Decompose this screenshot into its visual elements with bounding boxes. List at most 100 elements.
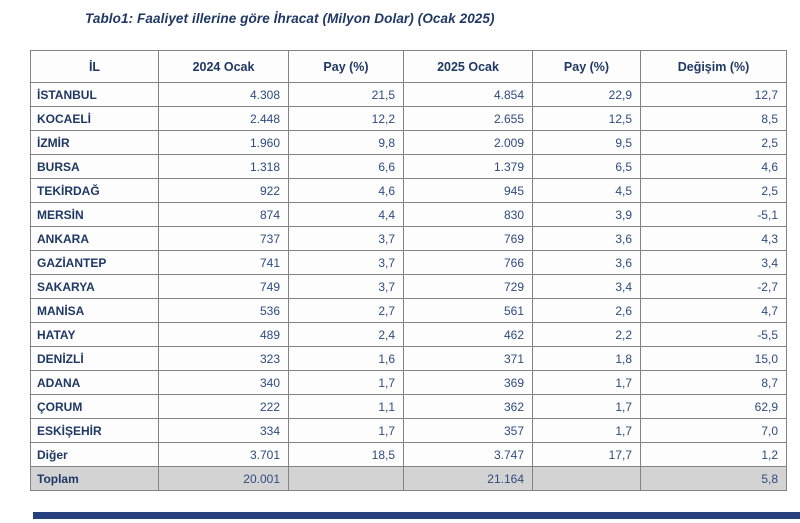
column-header: 2025 Ocak xyxy=(403,50,533,83)
export-by-province-table: İL 2024 Ocak Pay (%) 2025 Ocak Pay (%) Değişi… xyxy=(30,50,787,491)
row-label: SAKARYA xyxy=(30,274,159,299)
value-cell: 1,1 xyxy=(288,394,404,419)
table-row: SAKARYA 749 3,7 729 3,4 -2,7 xyxy=(30,274,787,299)
value-cell: 2,5 xyxy=(640,130,787,155)
table-row: MERSİN 874 4,4 830 3,9 -5,1 xyxy=(30,202,787,227)
value-cell: 362 xyxy=(403,394,533,419)
value-cell: 830 xyxy=(403,202,533,227)
header-row: İL 2024 Ocak Pay (%) 2025 Ocak Pay (%) Değişi… xyxy=(30,50,787,83)
value-cell: 4.308 xyxy=(158,82,289,107)
value-cell: 2,7 xyxy=(288,298,404,323)
value-cell: 2,2 xyxy=(532,322,641,347)
value-cell: 6,6 xyxy=(288,154,404,179)
row-label: MERSİN xyxy=(30,202,159,227)
column-header: Değişim (%) xyxy=(640,50,787,83)
value-cell: 21,5 xyxy=(288,82,404,107)
value-cell: 3.747 xyxy=(403,442,533,467)
table-row: ÇORUM 222 1,1 362 1,7 62,9 xyxy=(30,394,787,419)
value-cell: 62,9 xyxy=(640,394,787,419)
row-label: KOCAELİ xyxy=(30,106,159,131)
table-row: TEKİRDAĞ 922 4,6 945 4,5 2,5 xyxy=(30,178,787,203)
value-cell: 20.001 xyxy=(158,466,289,491)
value-cell: 2,6 xyxy=(532,298,641,323)
row-label: ANKARA xyxy=(30,226,159,251)
value-cell: 357 xyxy=(403,418,533,443)
value-cell: 222 xyxy=(158,394,289,419)
column-header: İL xyxy=(30,50,159,83)
row-label: İZMİR xyxy=(30,130,159,155)
value-cell: 1,7 xyxy=(288,370,404,395)
column-header: Pay (%) xyxy=(288,50,404,83)
value-cell: 1.318 xyxy=(158,154,289,179)
value-cell: 3,7 xyxy=(288,226,404,251)
value-cell: 8,7 xyxy=(640,370,787,395)
value-cell: 4.854 xyxy=(403,82,533,107)
value-cell: 1,7 xyxy=(288,418,404,443)
value-cell: 769 xyxy=(403,226,533,251)
table-row: BURSA 1.318 6,6 1.379 6,5 4,6 xyxy=(30,154,787,179)
row-label: ESKİŞEHİR xyxy=(30,418,159,443)
value-cell: 4,6 xyxy=(288,178,404,203)
value-cell: 3,9 xyxy=(532,202,641,227)
value-cell: 5,8 xyxy=(640,466,787,491)
value-cell: 1,7 xyxy=(532,418,641,443)
value-cell: 737 xyxy=(158,226,289,251)
value-cell: 4,6 xyxy=(640,154,787,179)
value-cell: 1,7 xyxy=(532,370,641,395)
value-cell: 22,9 xyxy=(532,82,641,107)
value-cell: 2,5 xyxy=(640,178,787,203)
row-label: İSTANBUL xyxy=(30,82,159,107)
value-cell: 334 xyxy=(158,418,289,443)
table-row: KOCAELİ 2.448 12,2 2.655 12,5 8,5 xyxy=(30,106,787,131)
row-label: ÇORUM xyxy=(30,394,159,419)
value-cell: -5,5 xyxy=(640,322,787,347)
value-cell: 462 xyxy=(403,322,533,347)
value-cell: 323 xyxy=(158,346,289,371)
value-cell: 4,3 xyxy=(640,226,787,251)
row-label: DENİZLİ xyxy=(30,346,159,371)
value-cell: 3,6 xyxy=(532,226,641,251)
value-cell: 369 xyxy=(403,370,533,395)
value-cell: 1,2 xyxy=(640,442,787,467)
value-cell: 7,0 xyxy=(640,418,787,443)
value-cell: 17,7 xyxy=(532,442,641,467)
value-cell xyxy=(288,466,404,491)
value-cell: 8,5 xyxy=(640,106,787,131)
value-cell: 4,7 xyxy=(640,298,787,323)
value-cell: 3.701 xyxy=(158,442,289,467)
value-cell: 1,8 xyxy=(532,346,641,371)
value-cell: 18,5 xyxy=(288,442,404,467)
value-cell: 12,2 xyxy=(288,106,404,131)
value-cell: 536 xyxy=(158,298,289,323)
value-cell: 1,6 xyxy=(288,346,404,371)
value-cell: 9,5 xyxy=(532,130,641,155)
value-cell: 2,4 xyxy=(288,322,404,347)
row-label: Toplam xyxy=(30,466,159,491)
value-cell: 12,7 xyxy=(640,82,787,107)
value-cell xyxy=(532,466,641,491)
value-cell: 3,4 xyxy=(532,274,641,299)
value-cell: 741 xyxy=(158,250,289,275)
value-cell: 15,0 xyxy=(640,346,787,371)
value-cell: 1.379 xyxy=(403,154,533,179)
table-row: ANKARA 737 3,7 769 3,6 4,3 xyxy=(30,226,787,251)
table-row: Diğer 3.701 18,5 3.747 17,7 1,2 xyxy=(30,442,787,467)
value-cell: 1,7 xyxy=(532,394,641,419)
table-row: İSTANBUL 4.308 21,5 4.854 22,9 12,7 xyxy=(30,82,787,107)
value-cell: 3,7 xyxy=(288,250,404,275)
total-row: Toplam 20.001 21.164 5,8 xyxy=(30,466,787,491)
row-label: GAZİANTEP xyxy=(30,250,159,275)
table-row: ESKİŞEHİR 334 1,7 357 1,7 7,0 xyxy=(30,418,787,443)
value-cell: 874 xyxy=(158,202,289,227)
table-row: ADANA 340 1,7 369 1,7 8,7 xyxy=(30,370,787,395)
table-row: MANİSA 536 2,7 561 2,6 4,7 xyxy=(30,298,787,323)
table-row: GAZİANTEP 741 3,7 766 3,6 3,4 xyxy=(30,250,787,275)
table-row: İZMİR 1.960 9,8 2.009 9,5 2,5 xyxy=(30,130,787,155)
value-cell: 3,4 xyxy=(640,250,787,275)
value-cell: 749 xyxy=(158,274,289,299)
value-cell: 4,4 xyxy=(288,202,404,227)
row-label: TEKİRDAĞ xyxy=(30,178,159,203)
table-row: HATAY 489 2,4 462 2,2 -5,5 xyxy=(30,322,787,347)
value-cell: 766 xyxy=(403,250,533,275)
row-label: HATAY xyxy=(30,322,159,347)
